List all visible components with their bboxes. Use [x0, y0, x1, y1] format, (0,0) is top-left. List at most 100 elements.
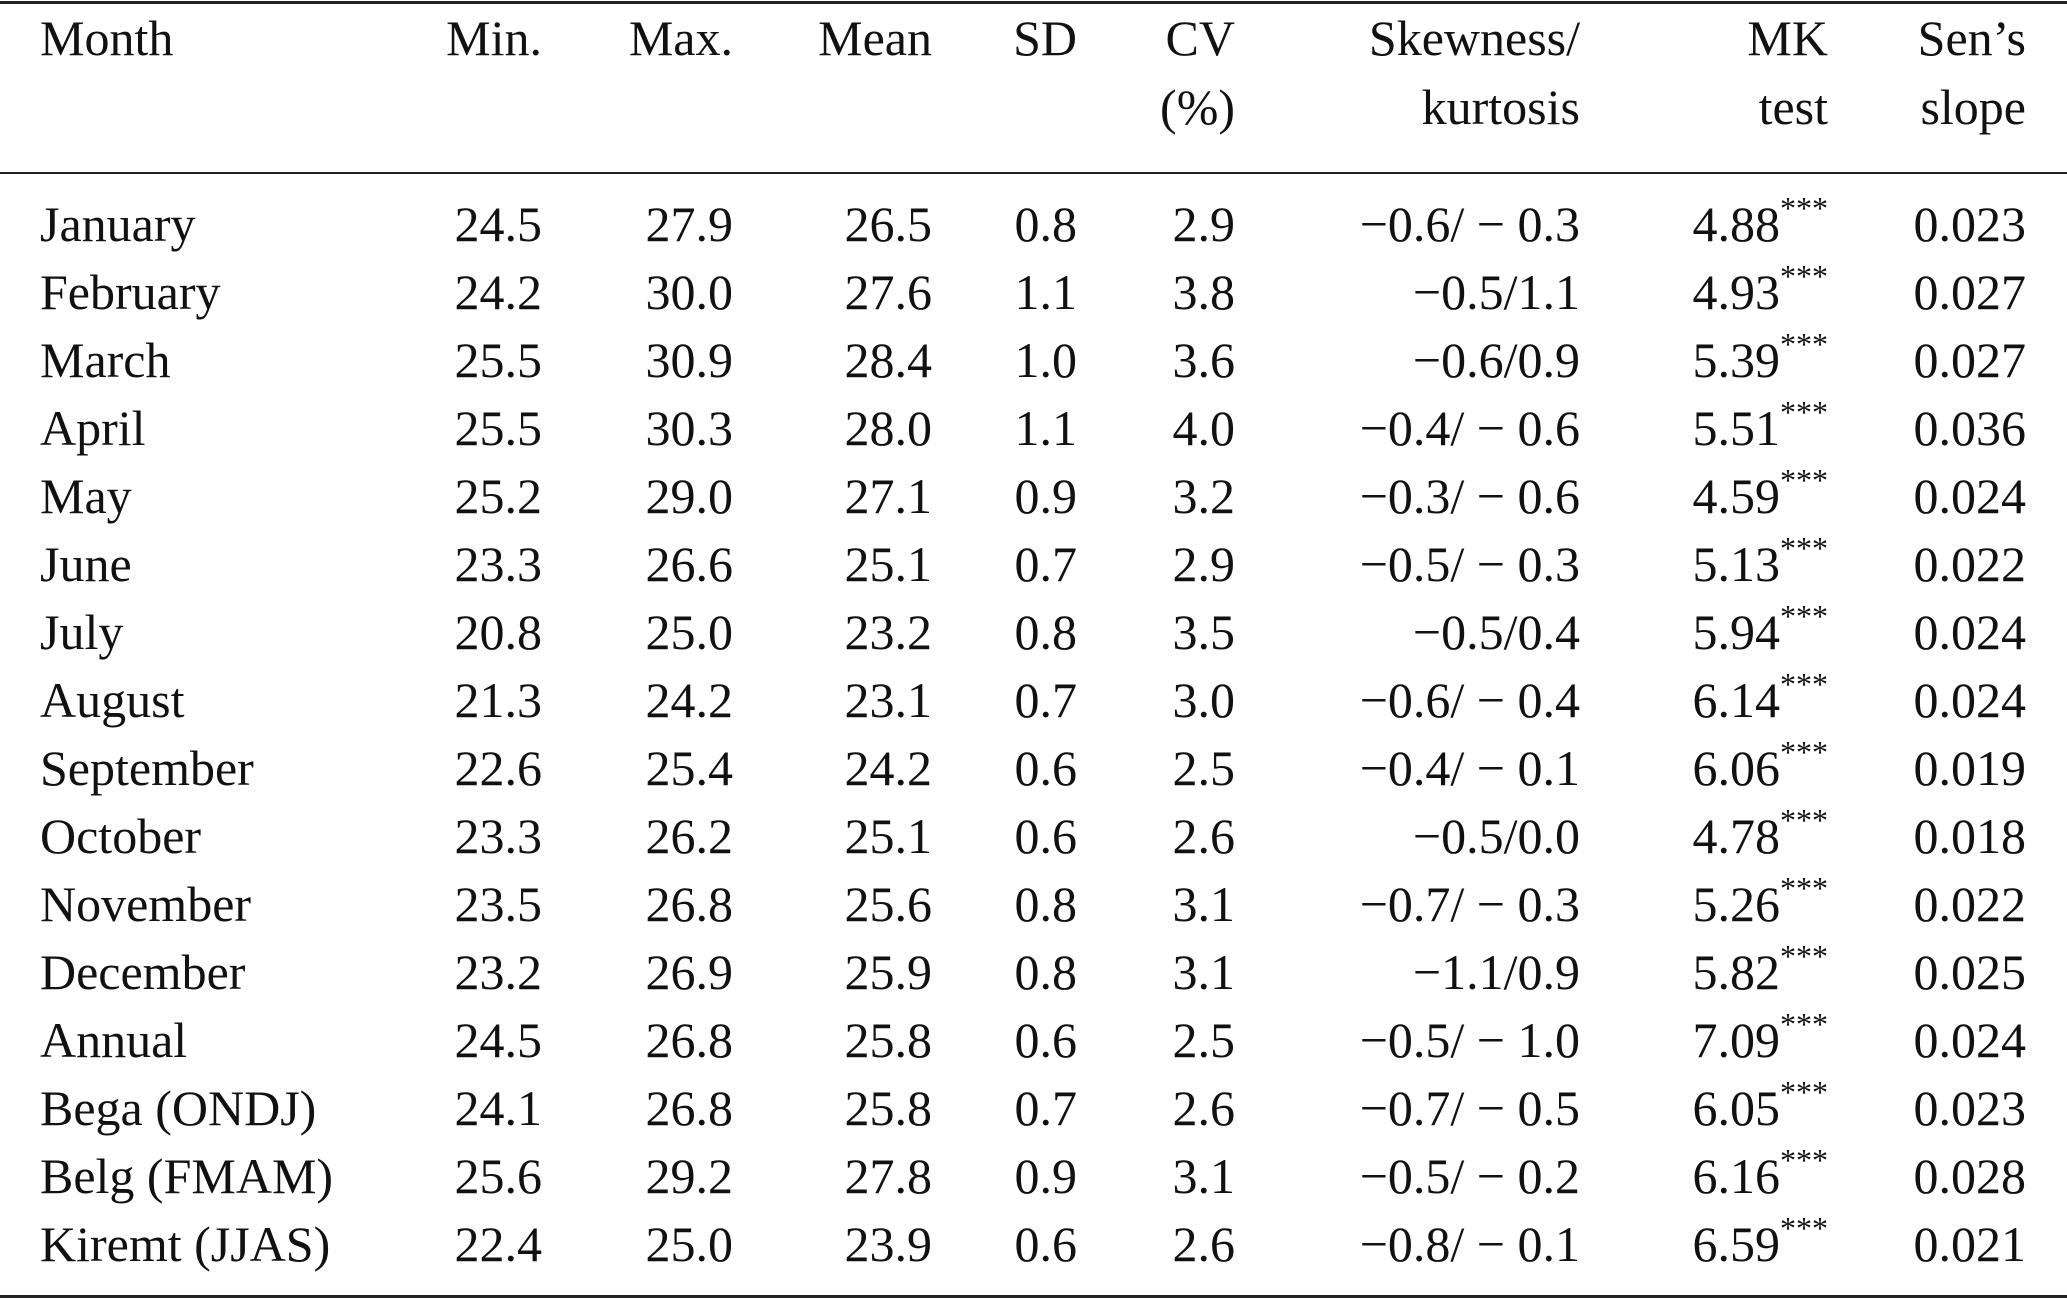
cell-skew: −0.5/ − 1.0 — [1359, 1012, 1580, 1068]
header-cv-line2: (%) — [1160, 79, 1235, 135]
cell-mean: 25.1 — [844, 536, 933, 592]
cell-sd: 0.9 — [1014, 468, 1078, 524]
cell-month: October — [40, 808, 202, 864]
header-skew-line1: Skewness/ — [1368, 10, 1580, 66]
cell-skew: −0.5/0.0 — [1412, 808, 1580, 864]
cell-cv: 3.8 — [1172, 264, 1236, 320]
table-row: December 23.2 26.9 25.9 0.8 3.1 −1.1/0.9 5.82**… — [0, 938, 2026, 1006]
cell-max: 26.8 — [645, 1080, 734, 1136]
cell-month: Belg (FMAM) — [40, 1148, 334, 1204]
cell-sd: 0.6 — [1014, 1216, 1078, 1272]
cell-cv: 3.1 — [1172, 1148, 1236, 1204]
cell-mean: 28.4 — [844, 332, 933, 388]
cell-month: March — [40, 332, 171, 388]
cell-mk: 6.05*** — [1580, 1074, 1829, 1142]
cell-mk: 5.13*** — [1580, 530, 1829, 598]
cell-mean: 25.8 — [844, 1080, 933, 1136]
mk-value: 4.59 — [1692, 468, 1781, 524]
cell-mean: 23.1 — [844, 672, 933, 728]
mk-value: 5.13 — [1692, 536, 1781, 592]
header-mean: Mean — [818, 10, 932, 66]
cell-min: 25.6 — [454, 1148, 543, 1204]
cell-skew: −0.5/0.4 — [1412, 604, 1580, 660]
mk-value: 5.82 — [1692, 944, 1781, 1000]
cell-month: November — [40, 876, 252, 932]
cell-max: 25.4 — [645, 740, 734, 796]
cell-sd: 0.8 — [1014, 944, 1078, 1000]
mk-value: 6.59 — [1692, 1216, 1781, 1272]
cell-cv: 2.6 — [1172, 1080, 1236, 1136]
cell-month: July — [40, 604, 124, 660]
cell-skew: −0.5/ − 0.2 — [1359, 1148, 1580, 1204]
header-mk-line1: MK — [1747, 10, 1828, 66]
table-row: September 22.6 25.4 24.2 0.6 2.5 −0.4/ − 0.1 6.… — [0, 734, 2026, 802]
cell-min: 23.2 — [454, 944, 543, 1000]
cell-cv: 4.0 — [1172, 400, 1236, 456]
cell-mean: 25.9 — [844, 944, 933, 1000]
cell-sen: 0.023 — [1913, 1080, 2027, 1136]
significance-marker: *** — [1780, 1210, 1828, 1247]
mk-value: 5.26 — [1692, 876, 1781, 932]
cell-sd: 1.1 — [1014, 400, 1078, 456]
significance-marker: *** — [1780, 666, 1828, 703]
cell-skew: −0.4/ − 0.6 — [1359, 400, 1580, 456]
top-rule — [0, 1, 2067, 4]
header-skew-line2: kurtosis — [1421, 79, 1580, 135]
cell-sd: 0.7 — [1014, 536, 1078, 592]
cell-skew: −0.3/ − 0.6 — [1359, 468, 1580, 524]
significance-marker: *** — [1780, 1006, 1828, 1043]
table-row: July 20.8 25.0 23.2 0.8 3.5 −0.5/0.4 5.94*** 0.0… — [0, 598, 2026, 666]
cell-mean: 23.2 — [844, 604, 933, 660]
mk-value: 7.09 — [1692, 1012, 1781, 1068]
cell-max: 30.9 — [645, 332, 734, 388]
cell-sd: 0.6 — [1014, 808, 1078, 864]
cell-cv: 2.6 — [1172, 1216, 1236, 1272]
cell-mk: 5.26*** — [1580, 870, 1829, 938]
cell-sen: 0.022 — [1913, 536, 2027, 592]
cell-mean: 24.2 — [844, 740, 933, 796]
cell-skew: −0.8/ − 0.1 — [1359, 1216, 1580, 1272]
cell-cv: 3.5 — [1172, 604, 1236, 660]
cell-max: 26.2 — [645, 808, 734, 864]
table-row: November 23.5 26.8 25.6 0.8 3.1 −0.7/ − 0.3 5.2… — [0, 870, 2026, 938]
statistics-table: Month Min. Max. Mean SD CV (%) Skewness/k… — [0, 4, 2026, 1278]
table-row: June 23.3 26.6 25.1 0.7 2.9 −0.5/ − 0.3 5.13***… — [0, 530, 2026, 598]
cell-mk: 5.51*** — [1580, 394, 1829, 462]
significance-marker: *** — [1780, 1074, 1828, 1111]
table-row: May 25.2 29.0 27.1 0.9 3.2 −0.3/ − 0.6 4.59*** 0… — [0, 462, 2026, 530]
cell-sen: 0.025 — [1913, 944, 2027, 1000]
cell-sd: 0.8 — [1014, 196, 1078, 252]
header-rule — [0, 172, 2067, 174]
mk-value: 4.88 — [1692, 196, 1781, 252]
significance-marker: *** — [1780, 530, 1828, 567]
significance-marker: *** — [1780, 734, 1828, 771]
cell-max: 27.9 — [645, 196, 734, 252]
table-row: Kiremt (JJAS) 22.4 25.0 23.9 0.6 2.6 −0.8/ − 0… — [0, 1210, 2026, 1278]
cell-mean: 28.0 — [844, 400, 933, 456]
cell-max: 26.6 — [645, 536, 734, 592]
significance-marker: *** — [1780, 462, 1828, 499]
significance-marker: *** — [1780, 1142, 1828, 1179]
cell-month: April — [40, 400, 146, 456]
cell-sen: 0.027 — [1913, 332, 2027, 388]
cell-mk: 5.39*** — [1580, 326, 1829, 394]
header-cv-line1: CV — [1165, 10, 1235, 66]
cell-month: February — [40, 264, 221, 320]
cell-mean: 27.1 — [844, 468, 933, 524]
cell-cv: 3.1 — [1172, 944, 1236, 1000]
mk-value: 6.16 — [1692, 1148, 1781, 1204]
cell-max: 26.9 — [645, 944, 734, 1000]
cell-sen: 0.024 — [1913, 468, 2027, 524]
cell-mk: 6.16*** — [1580, 1142, 1829, 1210]
mk-value: 6.06 — [1692, 740, 1781, 796]
cell-sen: 0.024 — [1913, 672, 2027, 728]
cell-mean: 27.8 — [844, 1148, 933, 1204]
cell-month: Kiremt (JJAS) — [40, 1216, 331, 1272]
header-cv: CV (%) — [1077, 4, 1235, 173]
cell-sen: 0.018 — [1913, 808, 2027, 864]
cell-sd: 0.7 — [1014, 1080, 1078, 1136]
significance-marker: *** — [1780, 394, 1828, 431]
significance-marker: *** — [1780, 598, 1828, 635]
cell-month: January — [40, 196, 196, 252]
header-sd: SD — [1013, 10, 1077, 66]
